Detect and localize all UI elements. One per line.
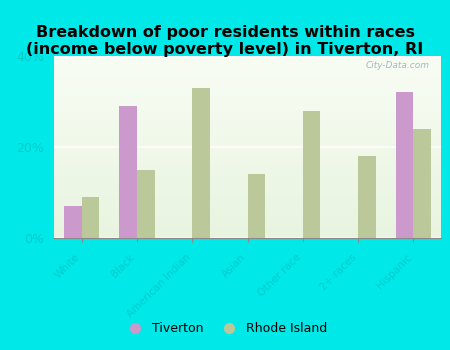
Bar: [192, 88, 210, 238]
Bar: [303, 111, 320, 238]
Bar: [64, 206, 81, 238]
Text: Other race: Other race: [256, 252, 303, 299]
Text: City-Data.com: City-Data.com: [365, 62, 429, 70]
Text: Hispanic: Hispanic: [375, 252, 414, 290]
Bar: [81, 197, 99, 238]
Text: Black: Black: [110, 252, 137, 279]
Bar: [358, 156, 376, 238]
Text: Breakdown of poor residents within races
(income below poverty level) in Tiverto: Breakdown of poor residents within races…: [27, 25, 423, 57]
Bar: [137, 170, 155, 238]
Text: American Indian: American Indian: [125, 252, 192, 319]
Text: Asian: Asian: [220, 252, 248, 279]
Text: White: White: [53, 252, 81, 281]
Text: 2+ races: 2+ races: [318, 252, 358, 292]
Bar: [248, 174, 265, 238]
Bar: [396, 92, 414, 238]
Bar: [414, 129, 431, 238]
Bar: [119, 106, 137, 238]
Legend: Tiverton, Rhode Island: Tiverton, Rhode Island: [117, 317, 333, 340]
